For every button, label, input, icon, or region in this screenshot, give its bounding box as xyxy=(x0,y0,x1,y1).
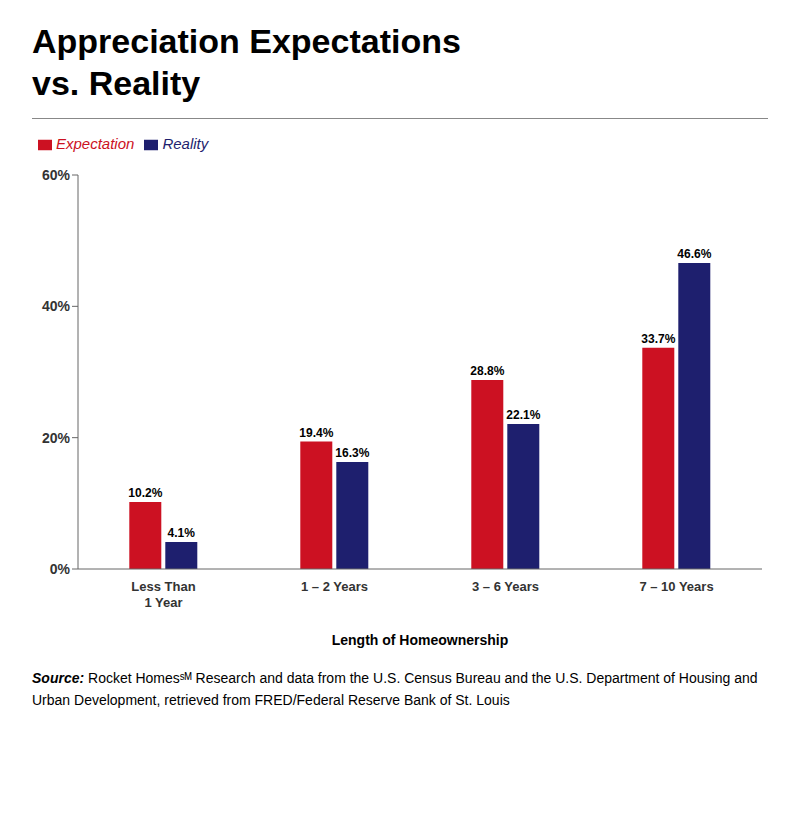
svg-text:4.1%: 4.1% xyxy=(168,526,196,540)
svg-text:Less Than1 Year: Less Than1 Year xyxy=(131,579,195,610)
svg-text:28.8%: 28.8% xyxy=(470,364,504,378)
html-text:vs. Reality: vs. Reality xyxy=(32,64,201,102)
svg-text:7 – 10 Years: 7 – 10 Years xyxy=(639,579,713,594)
svg-text:20%: 20% xyxy=(42,430,71,446)
svg-text:10.2%: 10.2% xyxy=(128,486,162,500)
svg-text:60%: 60% xyxy=(42,167,71,183)
html-text:Appreciation Expectations: Appreciation Expectations xyxy=(32,22,461,60)
svg-text:22.1%: 22.1% xyxy=(506,408,540,422)
svg-text:40%: 40% xyxy=(42,298,71,314)
html-text:Source: Rocket Homesˢᴹ Researc: Source: Rocket Homesˢᴹ Research and data… xyxy=(32,670,758,708)
svg-text:46.6%: 46.6% xyxy=(677,247,711,261)
svg-text:16.3%: 16.3% xyxy=(335,446,369,460)
svg-text:Length of Homeownership: Length of Homeownership xyxy=(332,632,509,648)
svg-text:19.4%: 19.4% xyxy=(299,426,333,440)
svg-text:0%: 0% xyxy=(50,561,71,577)
svg-text:1 – 2 Years: 1 – 2 Years xyxy=(301,579,368,594)
html-text:Reality: Reality xyxy=(162,135,209,152)
svg-text:33.7%: 33.7% xyxy=(641,332,675,346)
svg-text:3 – 6 Years: 3 – 6 Years xyxy=(472,579,539,594)
html-text:Expectation: Expectation xyxy=(56,135,135,152)
